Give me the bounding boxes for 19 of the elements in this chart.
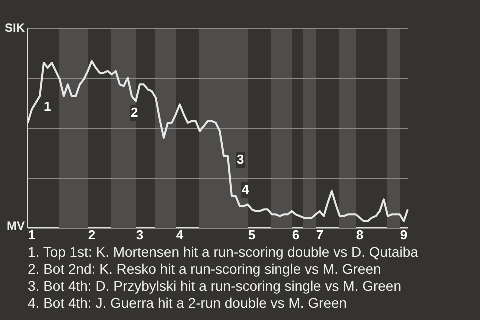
- annotation: 2: [130, 105, 140, 121]
- text: 4. Bot 4th: J. Guerra hit a 2-run double vs M. Green: [28, 295, 348, 312]
- x-tick-label: 8: [356, 227, 364, 242]
- text: 3. Bot 4th: D. Przybylski hit a run-scoring single vs M. Green: [28, 278, 402, 295]
- x-tick-label: 4: [176, 227, 184, 242]
- x-tick-label: 9: [400, 227, 408, 242]
- x-tick-label: 6: [292, 227, 300, 242]
- x-tick-label: 7: [316, 227, 324, 242]
- annotation: 4: [241, 182, 250, 198]
- x-tick-label: 5: [248, 227, 256, 242]
- x-tick-label: 3: [136, 227, 144, 242]
- x-tick-label: 2: [88, 227, 96, 242]
- text: 1. Top 1st: K. Mortensen hit a run-scoring double vs D. Qutaiba: [28, 244, 418, 261]
- annotation: 1: [43, 99, 52, 115]
- annotation: 3: [236, 152, 246, 168]
- text: MV: [7, 218, 25, 234]
- text: SIK: [4, 20, 25, 36]
- x-tick-label: 1: [28, 227, 36, 242]
- text: 2. Bot 2nd: K. Resko hit a run-scoring single vs M. Green: [28, 261, 382, 278]
